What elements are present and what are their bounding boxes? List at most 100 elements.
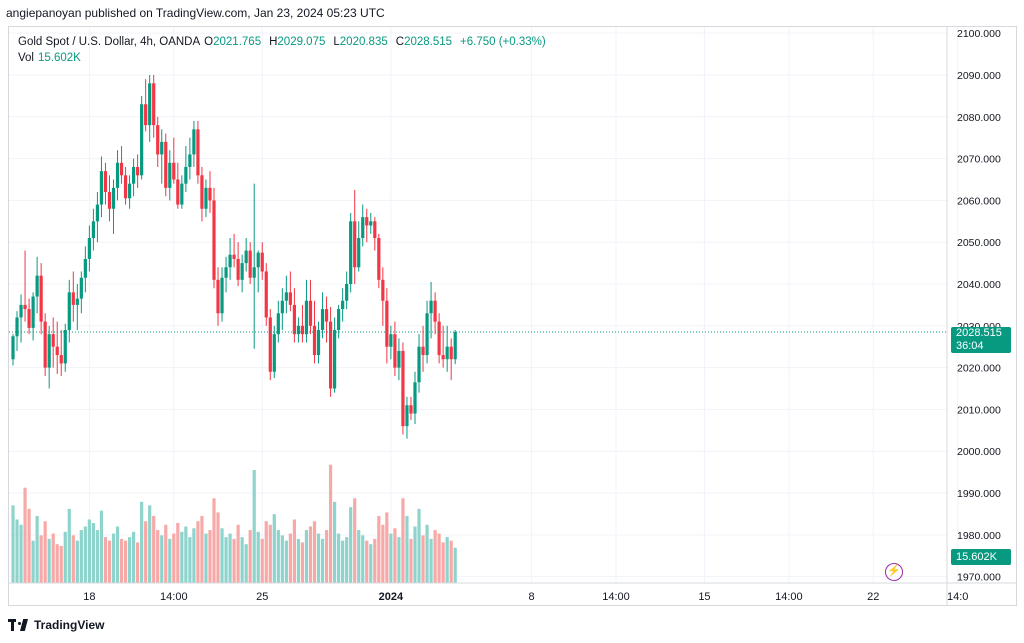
volume-bar xyxy=(264,521,268,583)
volume-bar xyxy=(401,498,405,583)
low-value: 2020.835 xyxy=(339,36,388,48)
volume-bar xyxy=(172,533,176,583)
volume-bar xyxy=(409,538,413,583)
volume-bar xyxy=(308,526,313,583)
volume-bar xyxy=(292,519,296,583)
candle-body xyxy=(39,275,43,322)
volume-bar xyxy=(316,533,321,583)
candle-body xyxy=(381,279,385,301)
volume-bar xyxy=(324,530,329,583)
volume-bar xyxy=(333,501,337,583)
candle-body xyxy=(248,250,252,278)
candle-body xyxy=(196,129,200,176)
volume-bars xyxy=(11,464,457,583)
lightning-icon[interactable]: ⚡ xyxy=(885,563,903,581)
volume-bar xyxy=(160,535,164,583)
volume-bar xyxy=(103,537,108,583)
volume-bar xyxy=(337,533,341,583)
candle-body xyxy=(429,300,433,314)
chart-legend: Gold Spot / U.S. Dollar, 4h, OANDA O 2021… xyxy=(18,34,550,66)
open-label: O xyxy=(204,36,214,48)
candle-body xyxy=(23,304,27,310)
volume-bar xyxy=(369,544,373,583)
candle-body xyxy=(441,355,445,360)
y-tick-label: 1980.000 xyxy=(957,530,1001,542)
candle-body xyxy=(168,162,172,188)
candle-body xyxy=(272,334,276,372)
time-axis: 18 14:00 25 2024 8 14:00 15 14:00 22 14:0 xyxy=(83,591,968,603)
volume-bar xyxy=(328,464,333,583)
volume-bar xyxy=(168,538,172,583)
y-tick-label: 2090.000 xyxy=(957,70,1001,82)
volume-bar xyxy=(91,523,95,583)
volume-bar xyxy=(433,530,437,583)
y-tick-label: 1970.000 xyxy=(957,572,1001,584)
volume-bar xyxy=(15,519,19,583)
candle-body xyxy=(264,271,268,318)
candle-body xyxy=(59,355,63,364)
candle-body xyxy=(123,175,128,199)
volume-bar xyxy=(240,537,244,583)
volume-bar xyxy=(87,519,91,583)
candle-body xyxy=(421,346,425,356)
candle-body xyxy=(300,325,305,335)
y-tick-label: 2040.000 xyxy=(957,279,1001,291)
volume-bar xyxy=(19,524,23,583)
candle-body xyxy=(103,171,108,193)
footer-brand[interactable]: TradingView xyxy=(8,618,104,632)
last-price-value: 2028.515 xyxy=(956,327,1002,339)
candle-body xyxy=(316,329,321,356)
candle-body xyxy=(401,350,405,427)
x-tick-label: 22 xyxy=(867,591,879,603)
y-tick-label: 2060.000 xyxy=(957,195,1001,207)
volume-bar xyxy=(341,540,345,583)
candle-body xyxy=(337,309,341,330)
volume-bar xyxy=(413,526,417,583)
price-axis: 2100.000 2090.000 2080.000 2070.000 2060.000… xyxy=(9,27,1017,605)
candle-body xyxy=(308,300,313,326)
volume-bar xyxy=(27,508,31,583)
ohlc-row: Gold Spot / U.S. Dollar, 4h, OANDA O 2021… xyxy=(18,34,550,50)
volume-bar xyxy=(244,544,248,583)
volume-bar xyxy=(176,523,180,583)
volume-bar xyxy=(320,538,325,583)
candle-body xyxy=(425,313,429,356)
volume-bar xyxy=(51,533,55,583)
candle-body xyxy=(280,300,284,314)
y-tick-label: 2100.000 xyxy=(957,28,1001,40)
volume-label: Vol xyxy=(18,52,34,64)
volume-bar xyxy=(156,530,160,583)
chart-frame xyxy=(8,26,1017,606)
candle-body xyxy=(71,292,75,305)
volume-bar xyxy=(296,538,301,583)
candle-body xyxy=(333,329,337,389)
candle-body xyxy=(244,250,248,264)
volume-bar xyxy=(79,530,83,583)
candlestick-chart[interactable]: 2100.000 2090.000 2080.000 2070.000 2060.000… xyxy=(9,27,1017,605)
volume-bar xyxy=(148,505,152,583)
volume-bar xyxy=(123,540,128,583)
volume-bar xyxy=(192,528,196,583)
volume-tag: 15.602K xyxy=(951,549,1011,565)
candle-body xyxy=(409,405,413,414)
volume-bar xyxy=(405,515,409,583)
candle-body xyxy=(292,304,296,335)
candle-body xyxy=(224,267,228,278)
candle-body xyxy=(43,321,47,368)
volume-row: Vol 15.602K xyxy=(18,50,550,66)
volume-bar xyxy=(365,540,369,583)
candle-body xyxy=(192,129,196,155)
volume-bar xyxy=(449,540,453,583)
volume-bar xyxy=(140,501,144,583)
volume-bar xyxy=(67,508,71,583)
candle-body xyxy=(304,300,309,335)
y-tick-label: 2010.000 xyxy=(957,404,1001,416)
grid-lines xyxy=(9,27,959,583)
candle-body xyxy=(256,252,260,268)
high-label: H xyxy=(269,36,278,48)
volume-bar xyxy=(136,542,140,583)
x-tick-label: 18 xyxy=(83,591,95,603)
volume-bar xyxy=(280,535,284,583)
candle-body xyxy=(393,334,397,368)
volume-bar xyxy=(437,533,441,583)
